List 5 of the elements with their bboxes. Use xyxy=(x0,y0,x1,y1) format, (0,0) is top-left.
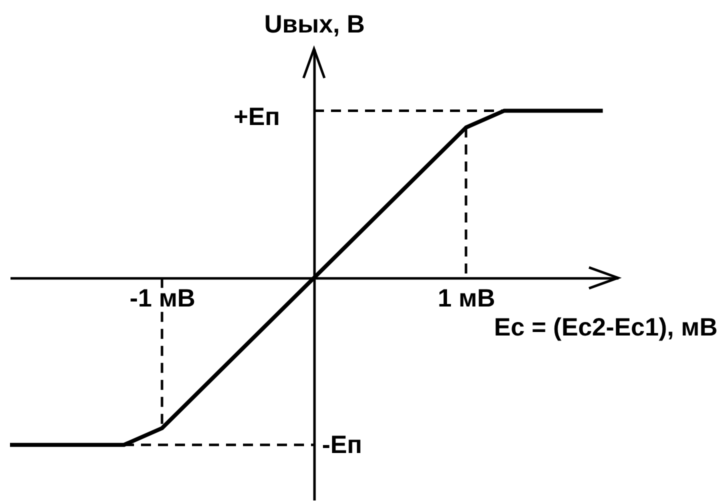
x-tick-label: 1 мВ xyxy=(438,284,496,312)
annotation: +Eп xyxy=(234,102,280,131)
x-axis-title: Eс = (Eс2-Eс1), мВ xyxy=(494,313,718,342)
annotation: -Eп xyxy=(322,430,362,459)
y-axis-title: Uвых, В xyxy=(264,10,365,38)
